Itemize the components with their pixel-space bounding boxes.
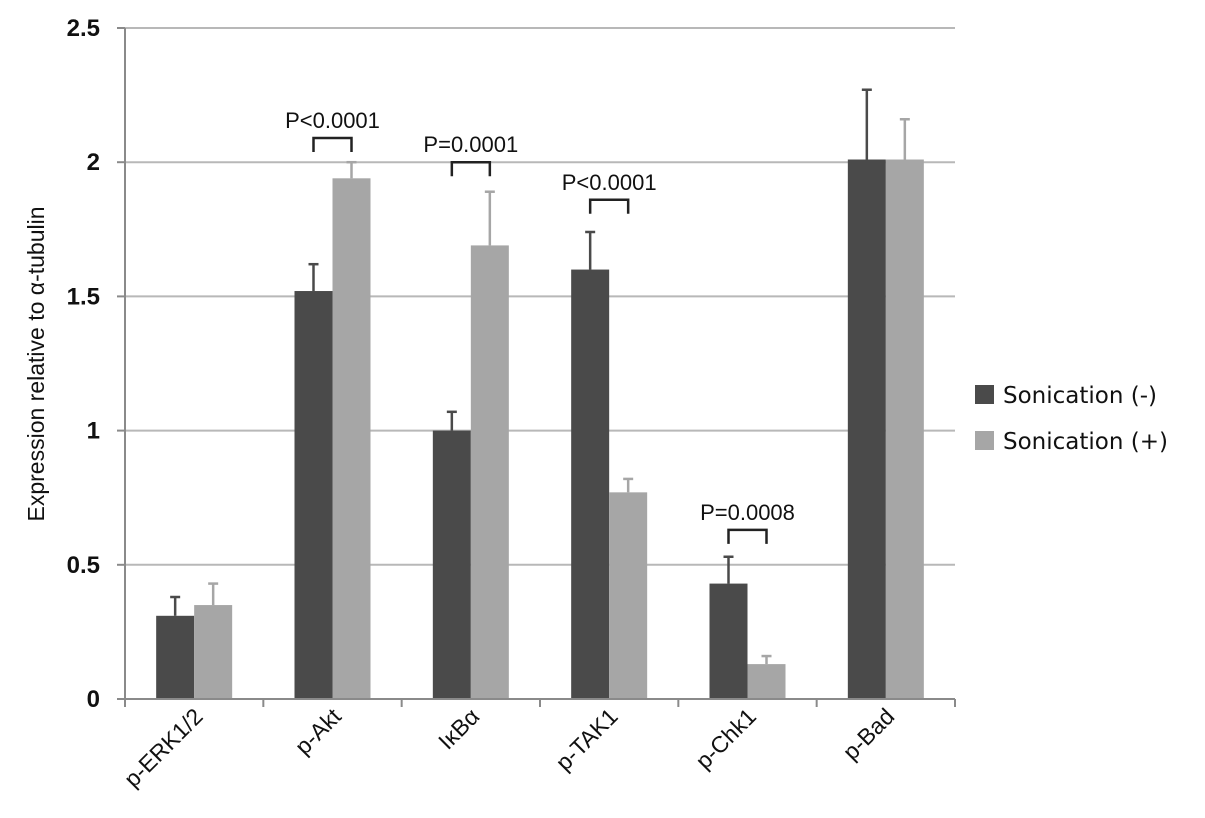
bars	[156, 159, 924, 700]
bar-sonication-i-b	[470, 245, 509, 700]
significance-bracket	[450, 160, 492, 177]
gridlines	[125, 27, 955, 566]
bar-sonication-p-chk1	[709, 583, 748, 699]
bar-sonication-p-bad	[847, 159, 886, 700]
y-tick-label: 1	[87, 418, 100, 445]
y-axis-label: Expression relative to α-tubulin	[23, 206, 49, 521]
x-tick-label-p-erk1-2: p-ERK1/2	[119, 703, 208, 792]
legend: Sonication (-) Sonication (+)	[975, 383, 1168, 455]
legend-swatch-sonication-minus	[975, 385, 994, 404]
bar-sonication-p-akt	[294, 291, 333, 699]
x-tick-label-p-bad: p-Bad	[838, 703, 900, 765]
p-value-label: P=0.0008	[700, 500, 795, 525]
legend-label-sonication-plus: Sonication (+)	[1003, 429, 1168, 455]
p-value-label: P<0.0001	[285, 108, 380, 133]
x-tick-label-p-chk1: p-Chk1	[690, 703, 761, 774]
significance-bracket	[312, 136, 353, 153]
y-tick-label: 0.5	[67, 552, 100, 579]
x-tick-label-p-tak1: p-TAK1	[550, 703, 622, 775]
axes	[117, 27, 956, 707]
bar-sonication-p-erk1-2	[194, 605, 233, 699]
significance-bracket	[727, 528, 768, 544]
y-tick-label: 0	[87, 686, 100, 713]
bar-sonication-p-tak1	[571, 269, 610, 699]
y-tick-label: 2.5	[67, 15, 100, 42]
significance-bracket	[588, 198, 630, 214]
bar-sonication-p-akt	[332, 178, 371, 699]
bar-sonication-p-tak1	[609, 492, 648, 699]
y-tick-label: 2	[87, 149, 100, 176]
bar-sonication-i-b	[432, 430, 471, 699]
bar-sonication-p-erk1-2	[156, 615, 195, 699]
p-value-annotations: P<0.0001 P=0.0001 P<0.0001 P=0.0008	[285, 108, 795, 544]
bar-sonication-p-bad	[885, 159, 924, 700]
y-tick-label: 1.5	[67, 283, 100, 310]
p-value-label: P=0.0001	[423, 132, 518, 157]
legend-label-sonication-minus: Sonication (-)	[1003, 383, 1157, 409]
bar-sonication-p-chk1	[747, 664, 786, 699]
x-tick-label-i-b: IκBα	[433, 703, 484, 754]
y-tick-labels: 0 0.5 1 1.5 2 2.5	[67, 15, 100, 713]
x-tick-labels: p-ERK1/2 p-Akt IκBα p-TAK1 p-Chk1 p-Bad	[119, 703, 900, 792]
p-value-label: P<0.0001	[562, 170, 657, 195]
legend-swatch-sonication-plus	[975, 431, 994, 450]
error-bars	[170, 88, 910, 665]
x-tick-label-p-akt: p-Akt	[290, 703, 347, 760]
